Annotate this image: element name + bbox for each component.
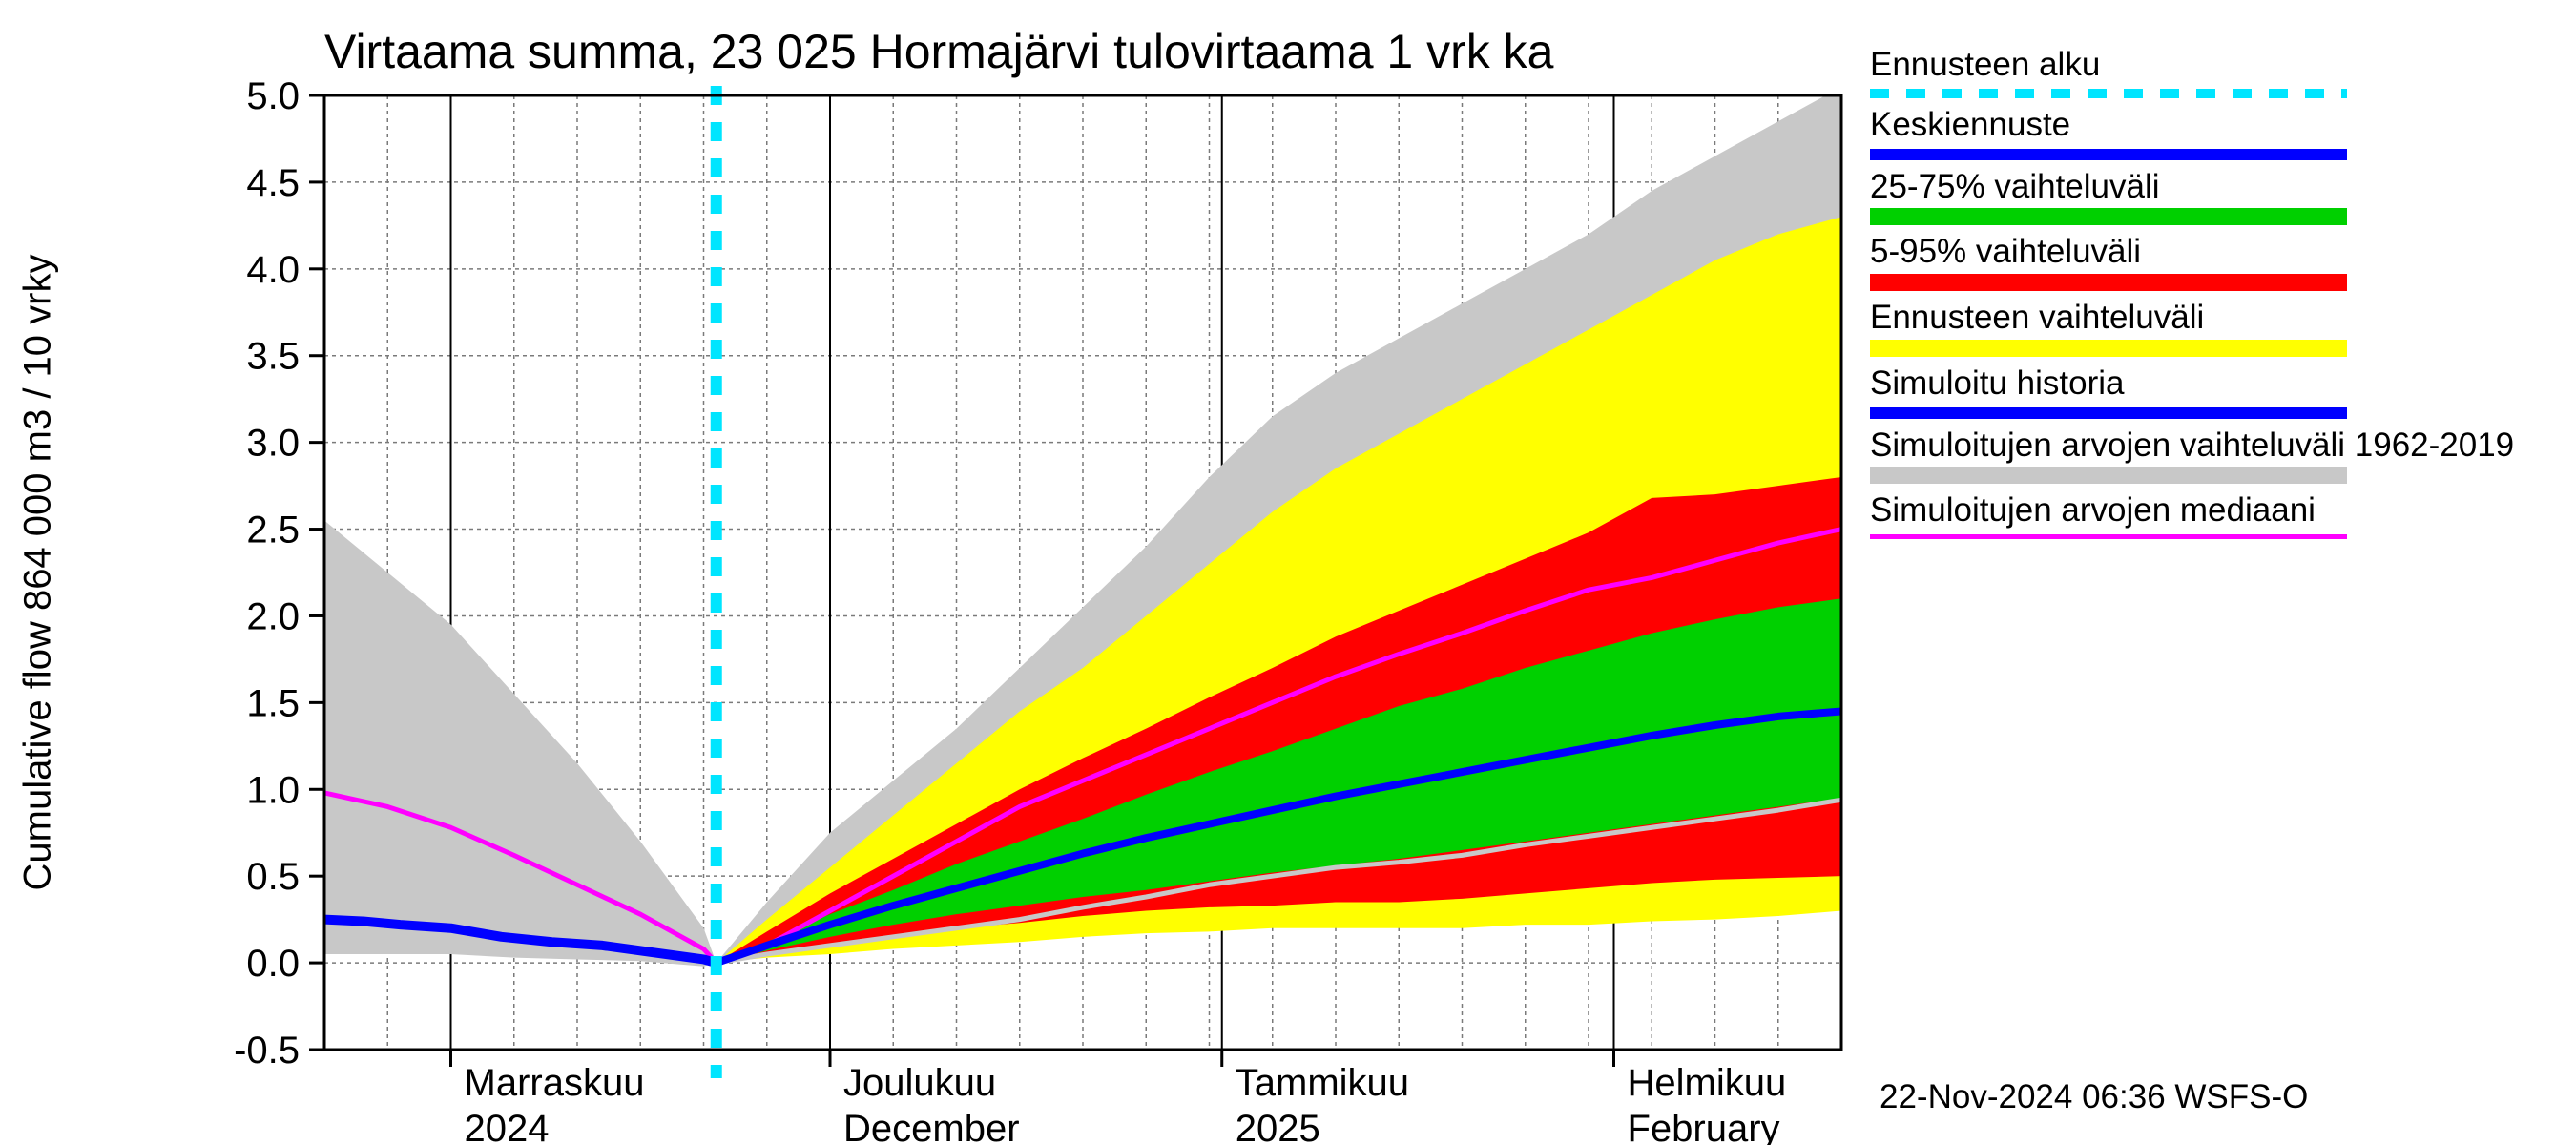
legend-item: Ennusteen alku [1870,48,2557,98]
legend-swatch [1870,340,2347,357]
svg-text:3.0: 3.0 [246,423,300,465]
legend-label: Ennusteen vaihteluväli [1870,301,2557,336]
svg-text:Marraskuu: Marraskuu [465,1062,645,1104]
svg-text:4.5: 4.5 [246,162,300,204]
legend-swatch [1870,534,2347,539]
legend-swatch [1870,274,2347,291]
legend-item: 5-95% vaihteluväli [1870,235,2557,291]
svg-text:1.0: 1.0 [246,769,300,811]
legend: Ennusteen alku Keskiennuste 25-75% vaihtel… [1870,48,2557,549]
svg-text:1.5: 1.5 [246,682,300,724]
legend-label: Ennusteen alku [1870,48,2557,83]
svg-text:-0.5: -0.5 [234,1030,300,1072]
timestamp: 22-Nov-2024 06:36 WSFS-O [1880,1078,2308,1116]
legend-label: Simuloitujen arvojen vaihteluväli 1962-2… [1870,428,2557,464]
legend-label: Keskiennuste [1870,108,2557,143]
svg-text:4.0: 4.0 [246,249,300,291]
svg-text:2025: 2025 [1236,1108,1320,1145]
legend-swatch [1870,208,2347,225]
legend-item: Simuloitu historia [1870,366,2557,419]
legend-item: 25-75% vaihteluväli [1870,170,2557,226]
legend-swatch [1870,407,2347,419]
legend-item: Keskiennuste [1870,108,2557,160]
svg-text:Tammikuu: Tammikuu [1236,1062,1409,1104]
svg-text:3.5: 3.5 [246,336,300,378]
svg-text:2.0: 2.0 [246,595,300,637]
svg-text:December: December [843,1108,1020,1145]
svg-text:5.0: 5.0 [246,75,300,117]
legend-label: Simuloitu historia [1870,366,2557,402]
legend-swatch [1870,467,2347,484]
legend-swatch [1870,149,2347,160]
legend-item: Ennusteen vaihteluväli [1870,301,2557,357]
svg-text:0.5: 0.5 [246,856,300,898]
legend-label: 25-75% vaihteluväli [1870,170,2557,205]
svg-text:February: February [1628,1108,1780,1145]
legend-item: Simuloitujen arvojen vaihteluväli 1962-2… [1870,428,2557,485]
chart-title: Virtaama summa, 23 025 Hormajärvi tulovi… [324,24,1553,79]
svg-text:0.0: 0.0 [246,943,300,985]
svg-text:2.5: 2.5 [246,510,300,552]
svg-text:Helmikuu: Helmikuu [1628,1062,1787,1104]
legend-item: Simuloitujen arvojen mediaani [1870,493,2557,539]
svg-text:Joulukuu: Joulukuu [843,1062,996,1104]
y-axis-label: Cumulative flow 864 000 m3 / 10 vrky [17,255,60,891]
legend-swatch [1870,89,2347,98]
legend-label: Simuloitujen arvojen mediaani [1870,493,2557,529]
svg-text:2024: 2024 [465,1108,550,1145]
legend-label: 5-95% vaihteluväli [1870,235,2557,270]
